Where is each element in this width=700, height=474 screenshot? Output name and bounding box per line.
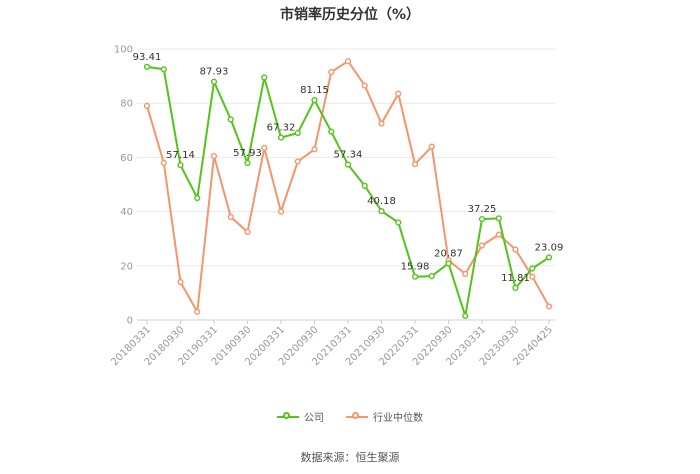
data-point-company: [445, 260, 452, 267]
data-point-industry: [261, 144, 268, 152]
y-tick-label: 0: [127, 316, 133, 327]
data-point-industry: [529, 273, 536, 280]
data-point-company: [495, 215, 502, 222]
y-tick-label: 40: [120, 207, 133, 218]
data-point-company: [210, 78, 218, 85]
data-point-company: [529, 265, 536, 272]
data-point-industry: [395, 90, 402, 97]
data-point-company: [462, 312, 469, 320]
data-point-industry: [361, 82, 368, 89]
legend-swatch-industry: [346, 411, 368, 419]
data-point-industry: [210, 152, 218, 160]
series-line-industry: [146, 60, 550, 313]
series-line-company: [146, 65, 550, 317]
data-point-company: [478, 215, 486, 223]
data-point-company: [411, 273, 419, 280]
data-point-company: [294, 129, 301, 137]
data-point-company: [143, 63, 151, 70]
data-point-company: [545, 254, 553, 261]
data-point-industry: [478, 242, 486, 249]
data-label: 67.32: [267, 123, 296, 134]
data-point-company: [177, 162, 184, 169]
data-point-industry: [277, 208, 285, 215]
data-point-company: [344, 161, 352, 168]
data-point-industry: [227, 213, 234, 221]
data-source: 数据来源：恒生聚源: [300, 451, 400, 464]
data-label: 87.93: [200, 67, 229, 78]
data-point-industry: [462, 270, 469, 278]
data-point-company: [194, 194, 201, 202]
data-point-company: [512, 284, 519, 292]
chart-legend: 公司 行业中位数: [0, 409, 700, 424]
data-point-company: [328, 128, 335, 135]
y-tick-label: 20: [120, 261, 133, 272]
data-point-industry: [512, 246, 519, 253]
data-point-company: [227, 116, 234, 123]
data-label: 57.93: [233, 148, 262, 159]
data-label: 81.15: [300, 85, 329, 96]
data-label: 40.18: [367, 196, 396, 207]
data-point-company: [261, 74, 268, 81]
legend-label-company: 公司: [304, 413, 324, 424]
y-tick-label: 60: [120, 153, 133, 164]
data-point-industry: [428, 143, 435, 150]
data-point-company: [277, 134, 285, 141]
y-tick-label: 80: [120, 99, 133, 110]
legend-swatch-company: [277, 411, 299, 419]
data-label: 57.14: [166, 150, 195, 161]
y-tick-label: 100: [114, 45, 133, 56]
data-point-company: [160, 66, 167, 73]
data-point-industry: [344, 58, 352, 65]
data-point-industry: [411, 161, 419, 168]
data-point-company: [311, 96, 318, 104]
legend-item-industry[interactable]: 行业中位数: [346, 409, 423, 424]
data-point-industry: [160, 159, 167, 166]
data-point-company: [395, 219, 402, 226]
data-point-industry: [311, 146, 318, 153]
chart-title: 市销率历史分位（%）: [279, 7, 421, 23]
data-point-industry: [495, 231, 502, 238]
data-point-industry: [244, 228, 251, 236]
data-point-industry: [328, 68, 335, 76]
data-point-industry: [177, 278, 184, 286]
legend-label-industry: 行业中位数: [373, 413, 423, 424]
data-point-company: [244, 159, 251, 167]
legend-item-company[interactable]: 公司: [277, 409, 324, 424]
line-chart: 0204060801002018033120180930201903312019…: [109, 45, 564, 369]
data-label: 20.87: [434, 248, 463, 259]
data-label: 37.25: [468, 204, 497, 215]
data-label: 23.09: [535, 242, 564, 253]
data-point-company: [361, 182, 368, 189]
data-point-industry: [545, 303, 553, 310]
data-point-company: [378, 208, 385, 215]
data-point-company: [428, 272, 435, 280]
data-label: 11.81: [501, 273, 530, 284]
data-point-industry: [378, 120, 385, 127]
data-point-industry: [294, 158, 301, 165]
data-label: 15.98: [401, 262, 430, 273]
data-point-industry: [143, 102, 151, 110]
data-point-industry: [194, 308, 201, 315]
data-label: 57.34: [334, 150, 363, 161]
data-label: 93.41: [133, 52, 162, 63]
